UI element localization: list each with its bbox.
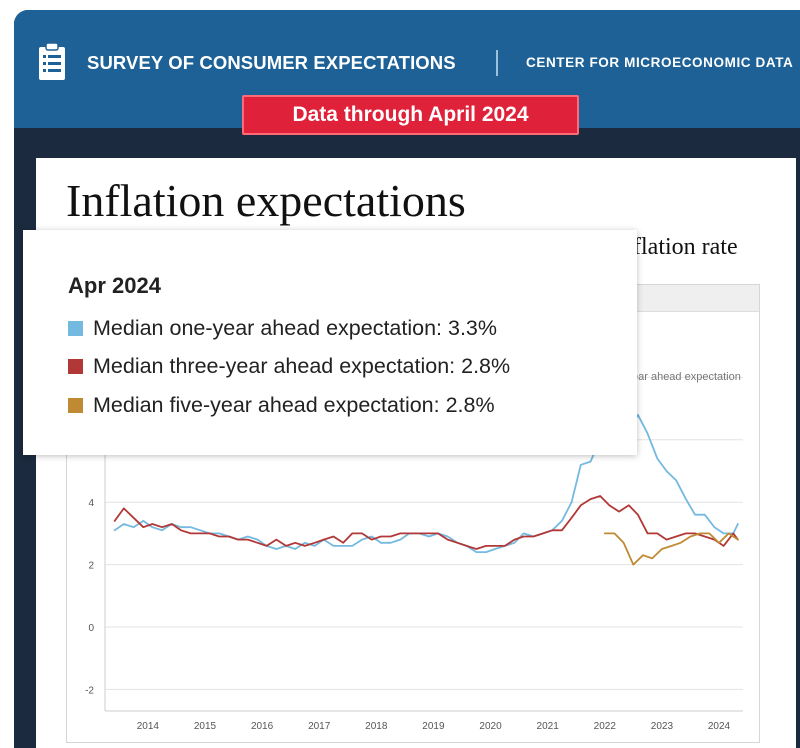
x-tick-label: 2023 — [651, 721, 674, 732]
tooltip-date: Apr 2024 — [68, 273, 161, 298]
data-through-banner: Data through April 2024 — [242, 95, 579, 135]
tooltip-row-five-year: Median five-year ahead expectation: 2.8% — [68, 393, 495, 418]
header-divider — [496, 50, 498, 76]
tooltip-label: Median one-year ahead expectation: — [93, 316, 448, 340]
x-tick-label: 2024 — [708, 721, 731, 732]
swatch-one-year — [68, 321, 83, 336]
tooltip-label: Median five-year ahead expectation: — [93, 393, 446, 417]
x-tick-label: 2022 — [594, 721, 617, 732]
tooltip-label: Median three-year ahead expectation: — [93, 354, 462, 378]
y-tick-label: 0 — [88, 623, 94, 634]
chart-subtitle: flation rate — [633, 234, 738, 260]
page-title: Inflation expectations — [66, 175, 466, 226]
survey-title[interactable]: SURVEY OF CONSUMER EXPECTATIONS — [87, 52, 456, 73]
chart-tooltip: Apr 2024 Median one-year ahead expectati… — [23, 230, 637, 455]
clipboard-list-icon — [39, 43, 65, 80]
x-tick-label: 2020 — [479, 721, 502, 732]
center-name-link[interactable]: CENTER FOR MICROECONOMIC DATA — [526, 55, 794, 70]
tooltip-value: 2.8% — [461, 354, 511, 378]
y-tick-label: 2 — [88, 561, 94, 572]
tooltip-value: 3.3% — [448, 316, 498, 340]
tooltip-value: 2.8% — [445, 393, 495, 417]
y-tick-label: 4 — [88, 498, 94, 509]
site-header: SURVEY OF CONSUMER EXPECTATIONS CENTER F… — [14, 10, 800, 128]
x-tick-label: 2018 — [365, 721, 388, 732]
x-tick-label: 2014 — [137, 721, 160, 732]
x-tick-label: 2021 — [537, 721, 560, 732]
x-tick-label: 2017 — [308, 721, 331, 732]
legend-item-five-year[interactable]: ear ahead expectation — [632, 371, 741, 383]
tooltip-row-three-year: Median three-year ahead expectation: 2.8… — [68, 354, 510, 379]
swatch-five-year — [68, 398, 83, 413]
series-line-three-year[interactable] — [113, 495, 739, 550]
x-tick-label: 2019 — [422, 721, 445, 732]
tooltip-row-one-year: Median one-year ahead expectation: 3.3% — [68, 316, 497, 341]
series-line-one-year[interactable] — [113, 413, 739, 553]
x-tick-label: 2016 — [251, 721, 274, 732]
x-tick-label: 2015 — [194, 721, 217, 732]
series-line-five-year[interactable] — [603, 532, 739, 566]
y-tick-label: -2 — [85, 685, 94, 696]
swatch-three-year — [68, 359, 83, 374]
